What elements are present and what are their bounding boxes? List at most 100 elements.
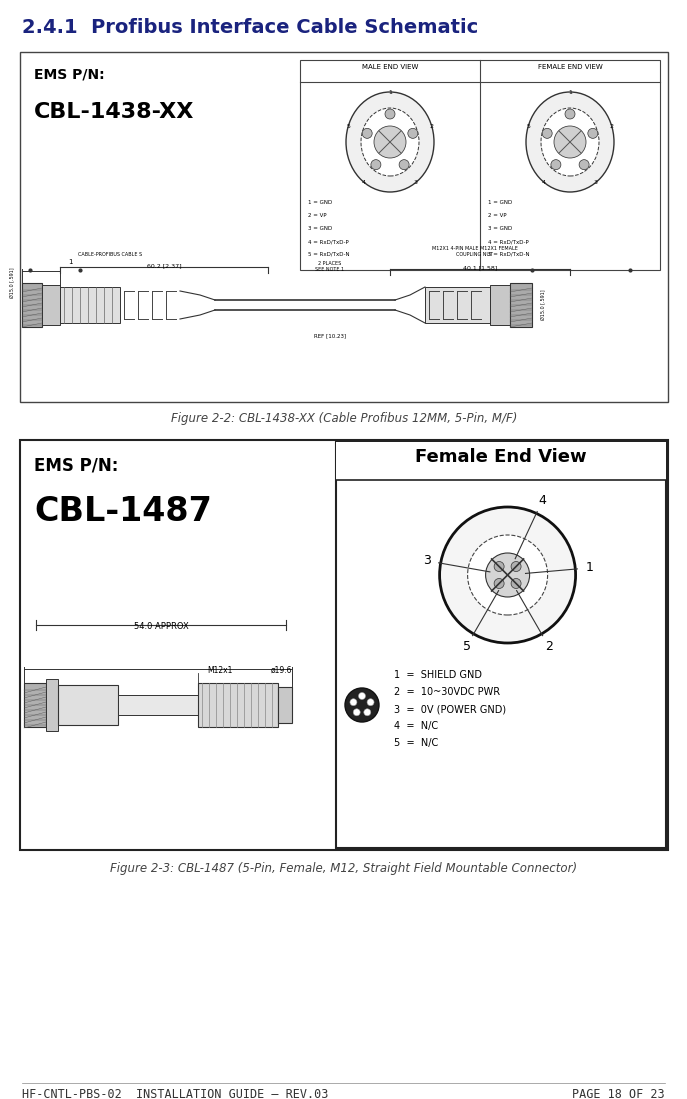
Text: Figure 2-3: CBL-1487 (5-Pin, Female, M12, Straight Field Mountable Connector): Figure 2-3: CBL-1487 (5-Pin, Female, M12… (111, 862, 578, 875)
Text: 1: 1 (568, 89, 572, 95)
Text: 2.4.1  Profibus Interface Cable Schematic: 2.4.1 Profibus Interface Cable Schematic (22, 18, 478, 37)
Text: 60.2 [2.37]: 60.2 [2.37] (147, 263, 181, 268)
Bar (490, 285, 510, 325)
Text: 1: 1 (68, 259, 72, 265)
Circle shape (542, 129, 552, 138)
Circle shape (554, 126, 586, 158)
Circle shape (350, 699, 357, 706)
Circle shape (440, 507, 576, 643)
Circle shape (345, 688, 379, 722)
Bar (425, 287, 490, 323)
Circle shape (494, 578, 504, 588)
Bar (278, 687, 292, 723)
Ellipse shape (526, 92, 614, 192)
Text: 40.1 [1.58]: 40.1 [1.58] (463, 265, 497, 270)
Text: 4: 4 (542, 180, 546, 185)
Text: EMS P/N:: EMS P/N: (34, 456, 118, 474)
Text: Figure 2-2: CBL-1438-XX (Cable Profibus 12MM, 5-Pin, M/F): Figure 2-2: CBL-1438-XX (Cable Profibus … (171, 412, 517, 425)
Circle shape (579, 159, 589, 169)
Text: 1 = GND: 1 = GND (488, 200, 513, 206)
Circle shape (353, 709, 360, 715)
Text: 5  =  N/C: 5 = N/C (394, 739, 438, 748)
Text: 1: 1 (388, 89, 392, 95)
Text: 5: 5 (462, 640, 471, 653)
Circle shape (385, 109, 395, 119)
Circle shape (367, 699, 374, 706)
Circle shape (371, 159, 381, 169)
Circle shape (511, 562, 521, 571)
Circle shape (399, 159, 409, 169)
Bar (22, 284, 42, 328)
Bar (510, 284, 532, 328)
Text: 2  =  10~30VDC PWR: 2 = 10~30VDC PWR (394, 687, 500, 697)
Circle shape (511, 578, 521, 588)
Text: REF [10.23]: REF [10.23] (314, 333, 346, 338)
Circle shape (374, 126, 406, 158)
Text: 3 = GND: 3 = GND (308, 226, 333, 231)
Text: 54.0 APPROX: 54.0 APPROX (134, 622, 188, 631)
Bar (42, 285, 60, 325)
Text: 2 = VP: 2 = VP (308, 213, 326, 218)
Text: 4: 4 (362, 180, 366, 185)
Text: EMS P/N:: EMS P/N: (34, 68, 104, 82)
Text: 3: 3 (414, 180, 418, 185)
Text: MALE END VIEW: MALE END VIEW (362, 64, 418, 70)
Circle shape (551, 159, 561, 169)
Text: HF-CNTL-PBS-02  INSTALLATION GUIDE – REV.03: HF-CNTL-PBS-02 INSTALLATION GUIDE – REV.… (22, 1088, 328, 1099)
Ellipse shape (361, 108, 419, 176)
Bar (336, 442, 666, 480)
Circle shape (359, 692, 365, 699)
Circle shape (565, 109, 575, 119)
Text: PAGE 18 OF 23: PAGE 18 OF 23 (572, 1088, 665, 1099)
Text: M12X1 4-PIN MALE M12X1 FEMALE
COUPLING NUT: M12X1 4-PIN MALE M12X1 FEMALE COUPLING N… (432, 246, 518, 257)
Bar (20, 52, 668, 402)
Bar (20, 440, 668, 850)
Text: 2: 2 (430, 124, 434, 129)
Text: 1  =  SHIELD GND: 1 = SHIELD GND (394, 670, 482, 680)
Text: 5 = RxD/TxD-N: 5 = RxD/TxD-N (488, 252, 530, 257)
Bar (300, 60, 660, 270)
Bar (198, 682, 278, 728)
Bar (58, 685, 118, 725)
Text: 2 PLACES
SEE NOTE 1: 2 PLACES SEE NOTE 1 (315, 260, 345, 273)
Bar (24, 682, 46, 728)
Text: 4: 4 (539, 495, 546, 507)
Text: 3 = GND: 3 = GND (488, 226, 513, 231)
Text: CBL-1487: CBL-1487 (34, 495, 212, 528)
Text: 1 = GND: 1 = GND (308, 200, 333, 206)
Text: 4 = RxD/TxD-P: 4 = RxD/TxD-P (488, 238, 529, 244)
Circle shape (588, 129, 598, 138)
Text: 2: 2 (610, 124, 614, 129)
Circle shape (468, 535, 548, 615)
Text: 2: 2 (545, 640, 552, 653)
Ellipse shape (346, 92, 434, 192)
Bar (336, 442, 666, 848)
Text: 3: 3 (594, 180, 598, 185)
Text: 5: 5 (526, 124, 530, 129)
Bar (118, 695, 198, 715)
Text: 2 = VP: 2 = VP (488, 213, 506, 218)
Bar (60, 287, 120, 323)
Text: FEMALE END VIEW: FEMALE END VIEW (538, 64, 602, 70)
Text: 5: 5 (346, 124, 350, 129)
Text: Ø15.0 [.591]: Ø15.0 [.591] (540, 290, 545, 320)
Text: 3  =  0V (POWER GND): 3 = 0V (POWER GND) (394, 704, 506, 714)
Circle shape (408, 129, 418, 138)
Circle shape (486, 553, 530, 597)
Text: ø19.6: ø19.6 (271, 666, 293, 675)
Text: 5 = RxD/TxD-N: 5 = RxD/TxD-N (308, 252, 350, 257)
Circle shape (494, 562, 504, 571)
Ellipse shape (541, 108, 599, 176)
Text: M12x1: M12x1 (207, 666, 233, 675)
Bar (46, 679, 58, 731)
Circle shape (362, 129, 372, 138)
Text: CBL-1438-XX: CBL-1438-XX (34, 102, 194, 122)
Text: Ø15.0 [.591]: Ø15.0 [.591] (9, 268, 14, 298)
Text: 1: 1 (585, 562, 594, 575)
Text: Female End View: Female End View (415, 448, 587, 466)
Text: 4 = RxD/TxD-P: 4 = RxD/TxD-P (308, 238, 349, 244)
Text: 3: 3 (423, 554, 431, 567)
Text: 4  =  N/C: 4 = N/C (394, 721, 438, 731)
Text: CABLE-PROFIBUS CABLE S: CABLE-PROFIBUS CABLE S (78, 252, 142, 257)
Circle shape (364, 709, 371, 715)
